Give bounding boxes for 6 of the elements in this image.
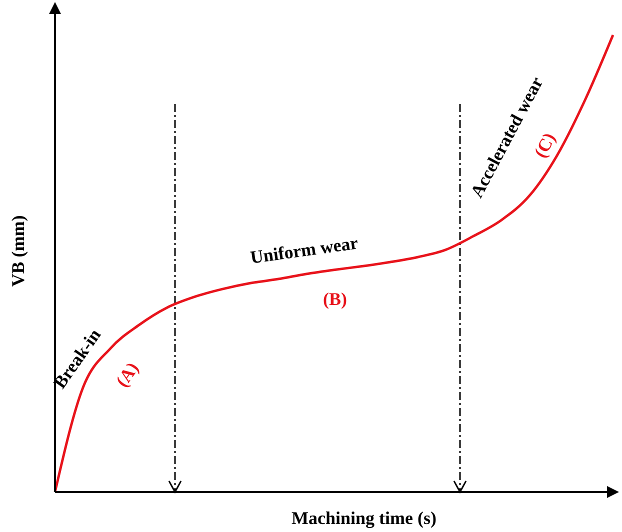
annotation: (C) (530, 129, 560, 161)
annotation: (A) (112, 358, 142, 391)
annotation: Uniform wear (249, 232, 360, 268)
y-axis-title: VB (mm) (8, 215, 28, 287)
annotation: (B) (323, 289, 347, 309)
x-axis-title: Machining time (s) (292, 508, 436, 528)
